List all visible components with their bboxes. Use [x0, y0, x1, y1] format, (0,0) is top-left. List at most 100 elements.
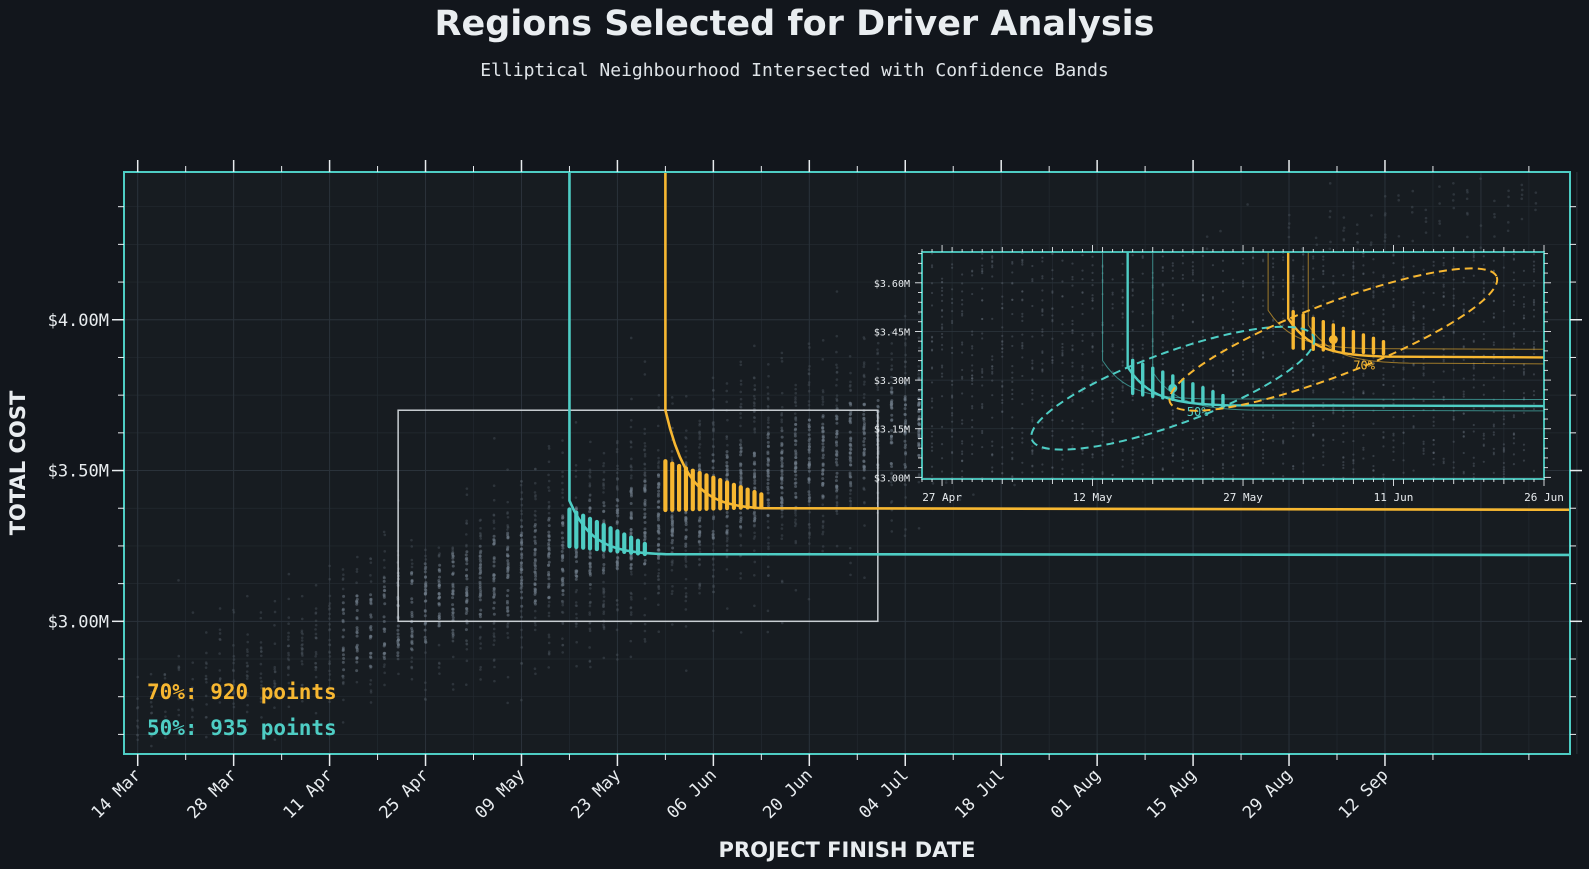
inset-scatter-point: [1362, 255, 1365, 258]
scatter-point: [616, 511, 620, 515]
scatter-point: [314, 636, 318, 640]
scatter-point: [478, 519, 482, 522]
scatter-point: [245, 661, 249, 665]
scatter-point: [547, 652, 551, 656]
scatter-point: [245, 710, 249, 714]
scatter-point: [739, 525, 743, 529]
scatter-point: [917, 397, 921, 401]
scatter-point: [602, 491, 605, 494]
scatter-point: [752, 451, 756, 455]
scatter-point: [794, 491, 798, 495]
scatter-point: [725, 549, 729, 553]
inset-scatter-point: [961, 392, 964, 395]
inset-scatter-point: [930, 425, 934, 428]
inset-scatter-point: [1241, 285, 1245, 288]
scatter-point: [616, 603, 619, 606]
inset-scatter-point: [1001, 295, 1004, 298]
scatter-point: [451, 582, 455, 586]
count-label-70: 70%: 920 points: [147, 680, 337, 704]
scatter-point: [492, 519, 496, 522]
scatter-point: [259, 697, 263, 700]
scatter-point: [684, 564, 688, 567]
inset-scatter-point: [1081, 269, 1084, 272]
scatter-point: [561, 475, 564, 478]
scatter-point: [520, 662, 524, 665]
scatter-point: [794, 465, 798, 469]
inset-scatter-point: [950, 383, 954, 386]
inset-scatter-point: [1472, 464, 1475, 468]
scatter-point: [547, 533, 551, 537]
scatter-point: [629, 639, 633, 643]
scatter-point: [369, 628, 373, 632]
scatter-point: [629, 486, 633, 490]
scatter-point: [876, 352, 879, 356]
scatter-point: [410, 656, 414, 659]
scatter-point: [711, 438, 715, 441]
scatter-point: [656, 516, 660, 520]
inset-scatter-point: [1071, 262, 1074, 265]
scatter-point: [739, 472, 743, 476]
inset-scatter-point: [1091, 346, 1094, 349]
scatter-point: [341, 676, 345, 680]
scatter-point: [835, 421, 839, 425]
scatter-point: [807, 597, 811, 601]
scatter-point: [533, 561, 537, 565]
scatter-point: [246, 633, 249, 636]
inset-scatter-point: [940, 286, 944, 289]
inset-scatter-point: [971, 443, 974, 446]
scatter-point: [766, 574, 770, 578]
inset-scatter-point: [1231, 423, 1235, 426]
scatter-point: [547, 479, 551, 483]
scatter-point: [383, 630, 387, 634]
scatter-point: [423, 622, 427, 626]
y-axis-label: TOTAL COST: [6, 390, 30, 535]
inset-scatter-point: [1161, 302, 1164, 305]
scatter-point: [835, 394, 839, 397]
inset-scatter-point: [1091, 299, 1094, 302]
scatter-point: [670, 529, 674, 533]
scatter-point: [547, 473, 550, 477]
inset-scatter-point: [1251, 441, 1255, 444]
scatter-point: [492, 601, 496, 605]
scatter-point: [451, 616, 455, 620]
scatter-point: [1328, 182, 1332, 185]
inset-scatter-point: [1031, 398, 1034, 401]
inset-scatter-point: [1001, 401, 1004, 405]
inset-scatter-point: [1211, 303, 1215, 306]
inset-scatter-point: [1272, 293, 1275, 297]
scatter-point: [657, 466, 660, 470]
scatter-point: [232, 608, 235, 612]
scatter-point: [451, 639, 455, 643]
scatter-point: [355, 600, 359, 604]
scatter-point: [382, 644, 386, 648]
scatter-point: [204, 661, 208, 664]
inset-scatter-point: [1312, 391, 1315, 394]
scatter-point: [629, 613, 633, 616]
scatter-point: [1424, 220, 1428, 224]
scatter-point: [574, 421, 578, 424]
inset-scatter-point: [1272, 353, 1275, 356]
scatter-point: [383, 651, 387, 655]
inset-scatter-point: [981, 375, 984, 379]
scatter-point: [629, 567, 633, 571]
inset-scatter-point: [1181, 351, 1184, 354]
scatter-point: [616, 477, 620, 481]
scatter-point: [300, 639, 304, 642]
scatter-point: [890, 418, 894, 422]
scatter-point: [410, 626, 414, 630]
inset-scatter-point: [981, 257, 984, 260]
inset-scatter-point: [1121, 375, 1124, 379]
inset-scatter-point: [1272, 286, 1275, 289]
inset-scatter-point: [1292, 300, 1295, 303]
scatter-point: [245, 665, 249, 668]
scatter-point: [246, 703, 249, 707]
scatter-point: [835, 404, 838, 407]
scatter-point: [287, 572, 291, 576]
scatter-point: [314, 632, 318, 636]
scatter-point: [780, 514, 784, 518]
scatter-point: [300, 646, 304, 650]
inset-scatter-point: [1312, 255, 1315, 258]
scatter-point: [314, 662, 318, 665]
inset-scatter-point: [1011, 416, 1014, 419]
scatter-point: [177, 665, 181, 668]
